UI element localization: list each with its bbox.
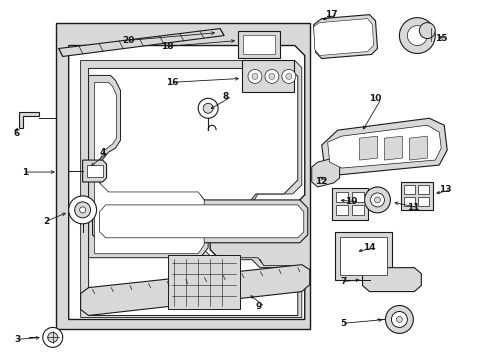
Circle shape	[198, 98, 218, 118]
Text: 10: 10	[368, 94, 381, 103]
Circle shape	[364, 187, 389, 213]
Polygon shape	[92, 200, 307, 243]
Circle shape	[385, 306, 412, 333]
Bar	[339, 237, 386, 275]
Bar	[417, 185, 428, 194]
Polygon shape	[359, 136, 377, 160]
Circle shape	[285, 73, 291, 80]
Bar	[417, 197, 428, 206]
Bar	[242, 60, 293, 92]
Polygon shape	[100, 205, 303, 238]
Polygon shape	[321, 118, 447, 175]
Bar	[331, 188, 367, 220]
Bar	[335, 205, 347, 215]
Circle shape	[399, 18, 434, 54]
Text: 16: 16	[166, 78, 178, 87]
Text: 18: 18	[161, 42, 173, 51]
Text: 12: 12	[315, 177, 327, 186]
Bar	[404, 185, 414, 194]
Text: 11: 11	[407, 203, 419, 212]
Bar	[56, 23, 309, 329]
Polygon shape	[81, 60, 301, 318]
Circle shape	[203, 103, 213, 113]
Polygon shape	[327, 125, 440, 168]
Circle shape	[251, 73, 258, 80]
Text: 20: 20	[122, 36, 134, 45]
Text: 7: 7	[340, 277, 346, 286]
Text: 2: 2	[43, 217, 50, 226]
Circle shape	[264, 69, 278, 84]
Bar	[351, 192, 363, 202]
Bar	[86, 165, 102, 177]
Polygon shape	[88, 75, 208, 258]
Polygon shape	[19, 112, 39, 128]
Text: 19: 19	[345, 197, 357, 206]
Bar	[334, 232, 392, 280]
Polygon shape	[311, 158, 339, 187]
Circle shape	[396, 316, 402, 323]
Circle shape	[419, 23, 434, 39]
Text: 9: 9	[255, 302, 262, 311]
Text: 14: 14	[363, 243, 375, 252]
Bar	[168, 255, 240, 310]
Text: 13: 13	[438, 185, 450, 194]
Polygon shape	[59, 28, 224, 57]
Circle shape	[247, 69, 262, 84]
Bar	[404, 197, 414, 206]
Circle shape	[390, 311, 407, 328]
Polygon shape	[313, 19, 373, 55]
Circle shape	[374, 197, 380, 203]
Circle shape	[407, 26, 427, 45]
Polygon shape	[82, 160, 106, 182]
Text: 8: 8	[223, 92, 229, 101]
Circle shape	[42, 328, 62, 347]
Text: 15: 15	[434, 34, 447, 43]
Polygon shape	[362, 268, 421, 292]
Circle shape	[370, 193, 384, 207]
Circle shape	[268, 73, 274, 80]
Text: 6: 6	[14, 129, 20, 138]
Text: 5: 5	[340, 319, 346, 328]
Circle shape	[48, 332, 58, 342]
Bar	[351, 205, 363, 215]
Bar	[238, 31, 279, 58]
Bar	[401, 182, 432, 210]
Polygon shape	[68, 45, 304, 319]
Polygon shape	[384, 136, 402, 160]
Text: 1: 1	[21, 167, 28, 176]
Bar	[335, 192, 347, 202]
Circle shape	[75, 202, 90, 218]
Text: 4: 4	[99, 148, 105, 157]
Polygon shape	[94, 82, 203, 254]
Bar	[243, 35, 274, 54]
Circle shape	[80, 207, 85, 213]
Polygon shape	[408, 136, 427, 160]
Circle shape	[68, 196, 96, 224]
Polygon shape	[88, 68, 297, 315]
Text: 17: 17	[325, 10, 337, 19]
Polygon shape	[81, 265, 309, 315]
Polygon shape	[313, 15, 377, 58]
Text: 3: 3	[15, 335, 21, 344]
Circle shape	[281, 69, 295, 84]
